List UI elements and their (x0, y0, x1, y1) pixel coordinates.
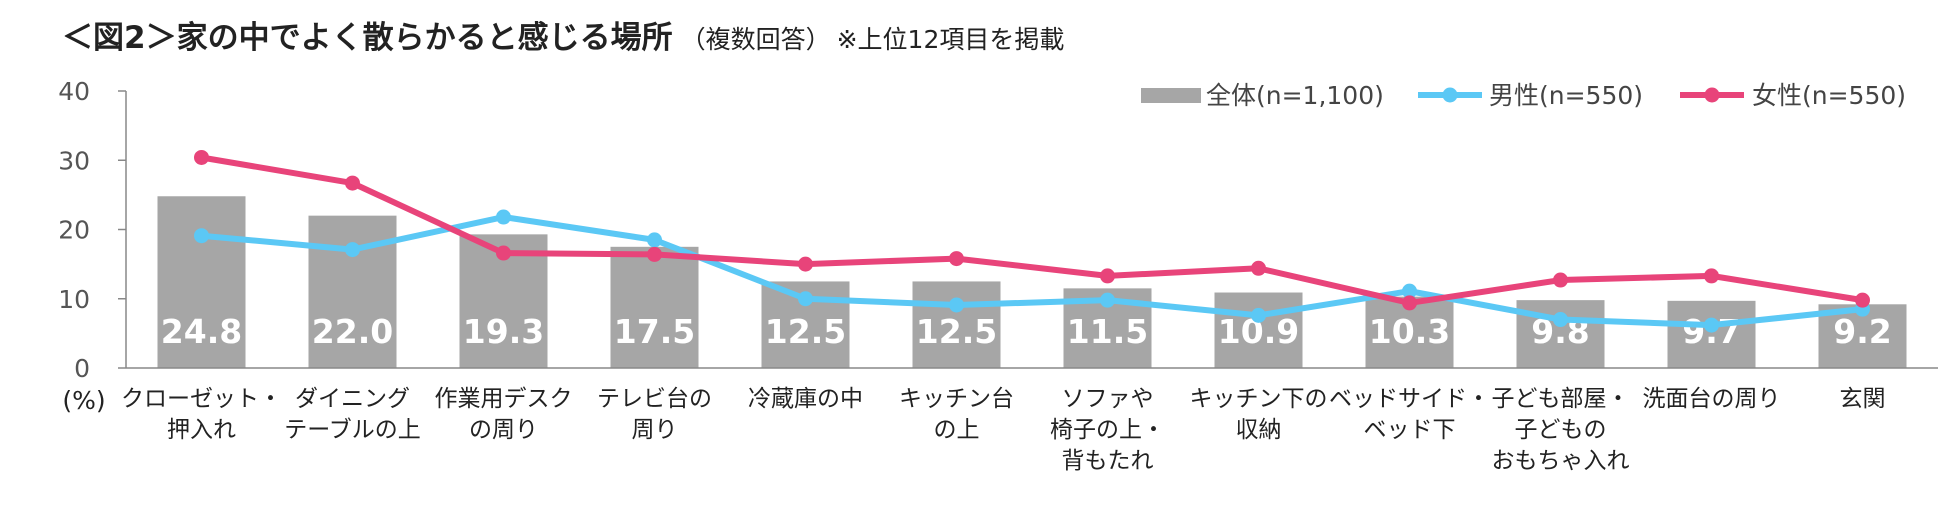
bar (1214, 292, 1303, 368)
bar-value-label: 9.2 (1833, 312, 1891, 351)
bar (610, 246, 699, 368)
series-marker (647, 232, 662, 248)
x-category-label: クローゼット・ (121, 386, 282, 412)
series-marker (1402, 283, 1417, 299)
x-category-label: ソファや (1062, 386, 1154, 412)
series-marker (647, 246, 662, 262)
series-marker (949, 297, 964, 313)
x-category-label: テレビ台の (597, 386, 712, 412)
series-marker (798, 291, 813, 307)
bar-value-label: 10.3 (1369, 312, 1450, 351)
series-marker (798, 256, 813, 272)
x-category-label: 椅子の上・ (1050, 417, 1165, 443)
bar-value-label: 19.3 (463, 312, 544, 351)
bar-value-label: 12.5 (916, 312, 997, 351)
series-marker (194, 228, 209, 244)
y-tick-label: 30 (58, 146, 90, 175)
bar (1667, 300, 1756, 368)
series-marker (1704, 317, 1719, 333)
series-marker (1251, 307, 1266, 323)
x-category-label: ベッドサイド・ (1329, 386, 1490, 412)
legend-label: 全体(n=1,100) (1206, 81, 1384, 110)
chart-subtitle: （複数回答） (680, 25, 831, 54)
legend-label: 女性(n=550) (1752, 81, 1906, 110)
x-category-label: おもちゃ入れ (1492, 448, 1630, 474)
x-category-label: 子どもの (1515, 417, 1607, 443)
series-marker (1704, 268, 1719, 284)
x-category-label: 玄関 (1840, 386, 1886, 412)
y-tick-label: 10 (58, 285, 90, 314)
bar (912, 281, 1001, 368)
x-category-label: ダイニング (295, 386, 410, 412)
series-marker (345, 242, 360, 258)
legend-marker (1442, 87, 1458, 103)
x-category-label: 周り (632, 417, 678, 443)
series-marker (345, 175, 360, 191)
legend-label: 男性(n=550) (1489, 81, 1643, 110)
series-marker (949, 251, 964, 267)
y-axis-unit: (%) (62, 386, 105, 415)
x-category-label: 洗面台の周り (1643, 386, 1781, 412)
series-marker (1100, 268, 1115, 284)
x-category-label: の周り (469, 417, 538, 443)
x-category-label: 押入れ (167, 417, 236, 443)
series-marker (1855, 292, 1870, 308)
series-line (201, 214, 1863, 329)
series-marker (496, 245, 511, 261)
y-tick-label: 0 (74, 354, 90, 383)
series-marker (194, 149, 209, 165)
legend-marker (1704, 87, 1720, 103)
x-category-label: 作業用デスク (435, 386, 573, 412)
bar-value-label: 24.8 (161, 312, 242, 351)
bar-value-label: 11.5 (1067, 312, 1148, 351)
bar-value-label: 17.5 (614, 312, 695, 351)
x-category-label: ベッド下 (1364, 417, 1456, 443)
bar-value-label: 22.0 (312, 312, 393, 351)
x-category-label: 子ども部屋・ (1492, 386, 1630, 412)
x-category-label: 背もたれ (1062, 448, 1154, 474)
series-marker (1251, 260, 1266, 276)
series-line (200, 154, 1863, 306)
bar (157, 196, 246, 368)
legend-swatch (1141, 88, 1201, 103)
x-category-label: キッチン台 (899, 386, 1014, 412)
chart-title: ＜図2＞家の中でよく散らかると感じる場所 (62, 20, 673, 56)
x-category-label: キッチン下の (1190, 386, 1328, 412)
y-tick-label: 40 (58, 77, 90, 106)
chart-note: ※上位12項目を掲載 (836, 25, 1065, 54)
series-marker (1553, 272, 1568, 288)
x-category-label: 収納 (1236, 417, 1282, 443)
chart-title-block: ＜図2＞家の中でよく散らかると感じる場所 （複数回答） ※上位12項目を掲載 (62, 12, 1064, 57)
series-marker (1100, 292, 1115, 308)
x-category-label: の上 (934, 417, 980, 443)
series-marker (496, 209, 511, 225)
series-marker (1402, 295, 1417, 311)
y-tick-label: 20 (58, 216, 90, 245)
x-category-label: 冷蔵庫の中 (748, 386, 863, 412)
x-category-label: テーブルの上 (284, 417, 421, 443)
series-marker (1553, 312, 1568, 328)
bar-value-label: 12.5 (765, 312, 846, 351)
